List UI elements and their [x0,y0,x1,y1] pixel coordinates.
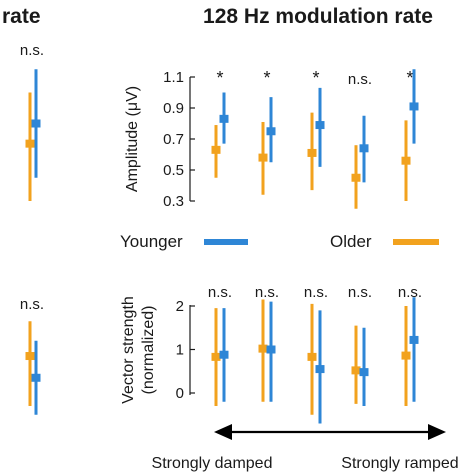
significance-label: n.s. [398,284,422,301]
significance-label: n.s. [348,71,372,88]
left-top-older-mean-marker [25,139,35,148]
y-tick-label: 1.1 [163,69,184,86]
left-partial-panel: n.s. n.s. [20,42,44,415]
older-mean-marker [258,344,268,353]
significance-label: * [263,68,270,88]
vector-strength-y-label-line2: (normalized) [140,306,157,395]
left-panel-title-fragment: rate [2,5,41,28]
younger-mean-marker [409,335,419,344]
y-tick-label: 0.5 [163,162,184,179]
younger-mean-marker [409,102,419,111]
amplitude-y-label: Amplitude (μV) [124,86,141,192]
chart-title: 128 Hz modulation rate [203,5,433,28]
older-mean-marker [401,156,411,165]
amplitude-chart: Amplitude (μV) 0.3 0.5 0.7 0.9 1.1 * * * n.s. * [124,68,419,210]
significance-label: n.s. [255,284,279,301]
older-mean-marker [307,352,317,361]
significance-label: * [312,68,319,88]
legend-older-label: Older [330,232,372,251]
left-bottom-older-mean-marker [25,352,35,361]
younger-mean-marker [219,114,229,123]
left-top-significance: n.s. [20,42,44,59]
legend: Younger Older [120,232,439,251]
left-top-younger-mean-marker [31,119,41,128]
older-mean-marker [307,148,317,157]
significance-label: n.s. [348,284,372,301]
left-bottom-younger-mean-marker [31,373,41,382]
younger-mean-marker [266,127,276,136]
significance-label: * [406,68,413,88]
y-tick-label: 1 [176,342,184,359]
arrow-head-left [214,424,232,440]
arrow-head-right [428,424,446,440]
younger-mean-marker [359,144,369,153]
damped-ramped-axis: Strongly damped Strongly ramped [152,424,459,472]
younger-mean-marker [359,368,369,377]
significance-label: n.s. [304,284,328,301]
older-mean-marker [211,145,221,154]
older-mean-marker [351,173,361,182]
younger-mean-marker [266,345,276,354]
vector-strength-y-label-line1: Vector strength [120,296,137,404]
y-tick-label: 2 [176,298,184,315]
strongly-ramped-label: Strongly ramped [341,455,458,472]
y-tick-label: 0.7 [163,131,184,148]
younger-mean-marker [219,350,229,359]
younger-mean-marker [315,121,325,130]
younger-mean-marker [315,365,325,374]
y-tick-label: 0.9 [163,100,184,117]
older-mean-marker [258,153,268,162]
left-bottom-significance: n.s. [20,296,44,313]
legend-younger-label: Younger [120,232,183,251]
strongly-damped-label: Strongly damped [152,455,273,472]
vector-strength-chart: Vector strength (normalized) 0 1 2 n.s. n.s. n… [120,284,422,424]
significance-label: * [216,68,223,88]
significance-label: n.s. [208,284,232,301]
older-mean-marker [351,366,361,375]
y-tick-label: 0.3 [163,193,184,210]
older-mean-marker [211,352,221,361]
older-mean-marker [401,351,411,360]
y-tick-label: 0 [176,385,184,402]
